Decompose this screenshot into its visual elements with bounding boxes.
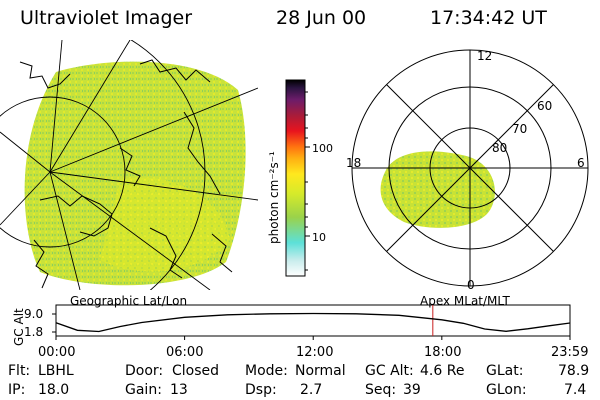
mlt-label-18: 18 <box>346 156 361 170</box>
door-value: Closed <box>172 363 220 379</box>
date-label: 28 Jun 00 <box>276 7 367 29</box>
x-tick-label-1200: 12:00 <box>296 345 333 360</box>
y-tick-label-1.8: 1.8 <box>24 325 43 339</box>
mlt-label-12: 12 <box>477 49 492 63</box>
x-tick-label-0000: 00:00 <box>38 345 75 360</box>
ip-value: 18.0 <box>38 382 70 398</box>
gc-altitude-line <box>55 312 571 333</box>
dsp-value: 2.7 <box>300 382 323 398</box>
graticule <box>0 40 258 290</box>
ip-label: IP: <box>8 382 26 398</box>
mlt-label-6: 6 <box>577 156 585 170</box>
glat-value: 78.9 <box>558 363 590 379</box>
instrument-title: Ultraviolet Imager <box>20 7 193 29</box>
gcalt-value: 4.6 Re <box>420 363 465 379</box>
flt-value: LBHL <box>38 363 74 379</box>
seq-value: 39 <box>403 382 421 398</box>
x-tick-label-2359: 23:59 <box>551 345 588 360</box>
gcalt-label: GC Alt: <box>365 363 414 379</box>
seq-label: Seq: <box>365 382 397 398</box>
glat-label: GLat: <box>486 363 524 379</box>
gain-label: Gain: <box>125 382 162 398</box>
door-label: Door: <box>125 363 164 379</box>
colorbar-gradient <box>285 79 306 277</box>
chart-frame <box>55 304 571 337</box>
mlat-label-80: 80 <box>492 141 507 155</box>
aurora-image-polar <box>380 151 495 228</box>
mode-value: Normal <box>295 363 346 379</box>
mlat-label-60: 60 <box>537 99 552 113</box>
colorbar-unit-label: photon cm⁻²s⁻¹ <box>267 151 281 244</box>
coastlines <box>19 59 233 289</box>
glon-label: GLon: <box>486 382 527 398</box>
colorbar-tick-100: 100 <box>312 142 333 155</box>
dsp-label: Dsp: <box>245 382 277 398</box>
mlt-label-0: 0 <box>467 278 475 292</box>
x-tick-label-1800: 18:00 <box>424 345 461 360</box>
colorbar-tick-10: 10 <box>312 231 326 244</box>
glon-value: 7.4 <box>564 382 587 398</box>
gain-value: 13 <box>170 382 188 398</box>
y-tick-label-9.0: 9.0 <box>24 307 43 321</box>
chart-ylabel: GC Alt <box>12 308 26 346</box>
time-label: 17:34:42 UT <box>430 7 547 29</box>
flt-label: Flt: <box>8 363 31 379</box>
mlat-label-70: 70 <box>512 122 527 136</box>
x-tick-label-0600: 06:00 <box>166 345 203 360</box>
polar-grid <box>351 49 589 287</box>
mode-label: Mode: <box>245 363 288 379</box>
